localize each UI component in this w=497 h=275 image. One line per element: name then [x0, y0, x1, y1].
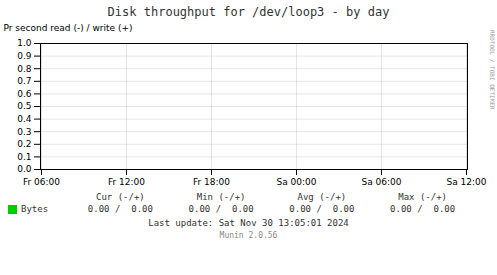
svg-text:Fr 06:00: Fr 06:00 — [23, 177, 60, 187]
html-text:Bytes: Bytes — [21, 204, 49, 214]
html-text:0.00 / 0.00: 0.00 / 0.00 — [87, 204, 153, 214]
html-text:Avg (-/+): Avg (-/+) — [297, 192, 347, 202]
svg-text:0.7: 0.7 — [17, 76, 31, 86]
svg-text:0.0: 0.0 — [17, 164, 32, 174]
svg-text:0.8: 0.8 — [17, 64, 32, 74]
html-text:Max (-/+): Max (-/+) — [398, 192, 447, 202]
svg-text:0.3: 0.3 — [17, 127, 31, 137]
svg-text:Sa 06:00: Sa 06:00 — [361, 177, 401, 187]
svg-text:Sa 12:00: Sa 12:00 — [446, 177, 486, 187]
svg-text:0.4: 0.4 — [17, 114, 32, 124]
html-text:0.00 / 0.00: 0.00 / 0.00 — [390, 204, 456, 214]
html-text:RRDTOOL / TOBI OETIKER: RRDTOOL / TOBI OETIKER — [489, 30, 496, 110]
html-text:Cur (-/+): Cur (-/+) — [96, 192, 145, 202]
svg-text:0.2: 0.2 — [17, 139, 31, 149]
html-text:Disk throughput for /dev/loop3: Disk throughput for /dev/loop3 - by day — [107, 5, 390, 19]
html-text:Munin 2.0.56: Munin 2.0.56 — [219, 231, 278, 240]
svg-text:Fr 18:00: Fr 18:00 — [193, 177, 230, 187]
svg-text:Sa 00:00: Sa 00:00 — [276, 177, 316, 187]
html-text:Last update: Sat Nov 30 13:05:: Last update: Sat Nov 30 13:05:01 2024 — [148, 218, 349, 228]
svg-text:0.9: 0.9 — [17, 51, 32, 61]
svg-text:0.6: 0.6 — [17, 89, 32, 99]
svg-text:0.5: 0.5 — [17, 101, 31, 111]
svg-text:Pr second read (-) / write (+): Pr second read (-) / write (+) — [4, 23, 133, 33]
html-text:0.00 / 0.00: 0.00 / 0.00 — [188, 204, 254, 214]
html-text:Min (-/+): Min (-/+) — [196, 192, 246, 202]
svg-text:0.1: 0.1 — [17, 152, 31, 162]
svg-text:Fr 12:00: Fr 12:00 — [108, 177, 145, 187]
svg-text:1.0: 1.0 — [17, 38, 32, 48]
html-text:0.00 / 0.00: 0.00 / 0.00 — [289, 204, 355, 214]
